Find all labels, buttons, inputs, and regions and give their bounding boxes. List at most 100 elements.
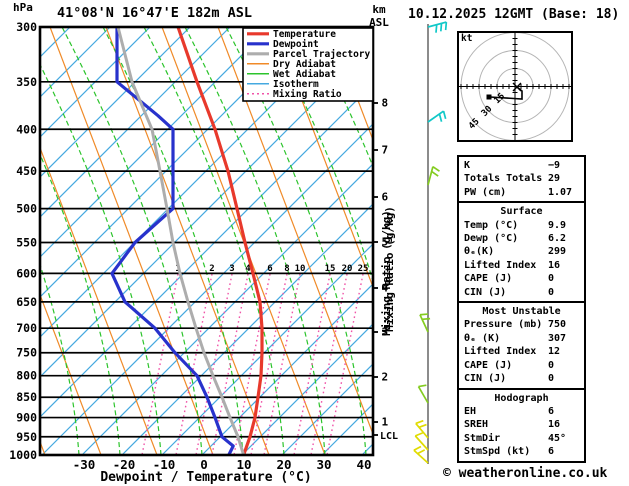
legend-item-label: Wet Adiabat bbox=[273, 69, 336, 80]
km-tick-label: 4 bbox=[382, 282, 389, 295]
legend-item-label: Mixing Ratio bbox=[273, 89, 342, 100]
mixing-axis-label-echo: Mixing Ratio (g/kg) bbox=[383, 206, 396, 332]
mixing-ratio-value-label: 2 bbox=[209, 264, 214, 274]
table-row: CAPE (J) 0 bbox=[459, 272, 584, 285]
hodograph-trace-end-marker bbox=[486, 94, 492, 100]
table-row-label: StmDir bbox=[464, 432, 501, 444]
mixing-ratio-value-label: 4 bbox=[245, 264, 251, 274]
table-row: CIN (J) 0 bbox=[459, 286, 584, 299]
table-row-value: 6 bbox=[548, 446, 555, 458]
pressure-axis-label: 400 bbox=[16, 122, 37, 136]
mixing-ratio-line bbox=[195, 273, 233, 455]
pressure-axis-label: 1000 bbox=[9, 448, 37, 462]
pressure-axis-label: 750 bbox=[16, 346, 37, 360]
km-tick-label: 1 bbox=[382, 416, 389, 429]
km-tick-label: 7 bbox=[382, 144, 389, 157]
mixing-ratio-line bbox=[310, 273, 348, 455]
wind-barb-shaft bbox=[427, 110, 445, 123]
hodograph-unit-label: kt bbox=[461, 33, 472, 44]
pressure-axis-label: 500 bbox=[16, 202, 37, 216]
table-row: θₑ(K) 299 bbox=[459, 245, 584, 258]
wet-adiabat-line bbox=[184, 27, 326, 455]
table-row-label: Totals Totals bbox=[464, 173, 543, 185]
pressure-axis-label: 450 bbox=[16, 164, 37, 178]
wind-barb-feather bbox=[418, 423, 427, 429]
mixing-ratio-line bbox=[293, 273, 331, 455]
mixing-ratio-line bbox=[175, 273, 213, 455]
mixing-ratio-line bbox=[326, 273, 364, 455]
wind-barb-icon bbox=[417, 384, 429, 404]
legend-item-label: Temperature bbox=[273, 29, 336, 40]
table-row: Temp (°C) 9.9 bbox=[459, 219, 584, 232]
table-row-label: EH bbox=[464, 405, 477, 417]
sounding-curves bbox=[110, 27, 264, 455]
wind-barb-shaft bbox=[419, 314, 429, 333]
isotherm-line bbox=[81, 163, 373, 455]
table-section: Most Unstable Pressure (mb) 750 θₑ (K) 307 Li… bbox=[459, 303, 584, 390]
table-row: Totals Totals 29 bbox=[459, 172, 584, 185]
pressure-axis-label: 550 bbox=[16, 235, 37, 249]
lcl-label: LCL bbox=[380, 431, 398, 442]
table-row: Dewp (°C) 6.2 bbox=[459, 232, 584, 245]
table-row-value: −9 bbox=[548, 160, 561, 171]
isotherm-line bbox=[40, 27, 231, 218]
table-row: PW (cm) 1.07 bbox=[459, 186, 584, 199]
pressure-axis-label: 350 bbox=[16, 75, 37, 89]
table-row-label: θₑ(K) bbox=[464, 246, 495, 258]
wind-barb-feather bbox=[444, 22, 448, 31]
x-axis-tick-label: -10 bbox=[153, 457, 176, 472]
wind-barb-icon bbox=[413, 445, 429, 464]
table-row-label: CIN (J) bbox=[464, 286, 507, 298]
mixing-ratio-value-label: 15 bbox=[325, 264, 336, 274]
table-row: θₑ (K) 307 bbox=[459, 332, 584, 345]
table-row-label: CAPE (J) bbox=[464, 359, 513, 371]
table-section: Surface Temp (°C) 9.9 Dewp (°C) 6.2 θₑ(K) 299 L… bbox=[459, 203, 584, 304]
wind-barb-icon bbox=[419, 313, 431, 333]
pressure-axis-label: 950 bbox=[16, 430, 37, 444]
table-row: SREH 16 bbox=[459, 418, 584, 431]
wet-adiabat-line bbox=[40, 63, 162, 455]
dry-adiabat-line bbox=[40, 293, 102, 455]
wind-barb-feather bbox=[414, 432, 424, 437]
wind-barb-feather bbox=[438, 113, 443, 122]
table-row: Lifted Index 12 bbox=[459, 345, 584, 358]
table-row-value: 307 bbox=[548, 332, 567, 344]
km-tick-label: 5 bbox=[382, 236, 389, 249]
pressure-gridlines bbox=[40, 80, 373, 438]
table-row-label: θₑ (K) bbox=[464, 332, 501, 344]
isotherm-line bbox=[40, 27, 311, 298]
table-row-label: Dewp (°C) bbox=[464, 233, 519, 245]
table-row-label: Lifted Index bbox=[464, 346, 537, 358]
table-row-value: 0 bbox=[548, 373, 555, 385]
km-tick-label: 3 bbox=[382, 326, 389, 339]
plot-border bbox=[38, 25, 375, 457]
table-row: Pressure (mb) 750 bbox=[459, 318, 584, 331]
indices-table: K −9 Totals Totals 29 PW (cm) 1.07 Surface Temp… bbox=[457, 155, 586, 463]
mixing-ratio-value-label: 20 bbox=[342, 264, 353, 274]
x-axis-tick-label: 0 bbox=[200, 457, 208, 472]
wind-barb-feather bbox=[442, 110, 447, 120]
x-axis-title: Dewpoint / Temperature (°C) bbox=[100, 470, 311, 485]
wind-barb-feather bbox=[418, 384, 427, 388]
wind-barb-icon bbox=[414, 432, 429, 451]
parcel-trajectory-curve bbox=[116, 27, 246, 455]
pressure-axis-label: 700 bbox=[16, 321, 37, 335]
x-axis-tick-label: 20 bbox=[276, 457, 291, 472]
altitude-axis-unit-asl: ASL bbox=[369, 16, 389, 29]
isotherm-line bbox=[201, 283, 373, 455]
table-row-label: Pressure (mb) bbox=[464, 319, 543, 331]
pressure-axis-label: 900 bbox=[16, 411, 37, 425]
table-section-header: Most Unstable bbox=[482, 306, 561, 318]
hodograph-origin-marker bbox=[512, 82, 522, 92]
dry-adiabat-line bbox=[40, 146, 158, 455]
legend-item-label: Dry Adiabat bbox=[273, 59, 336, 70]
pressure-axis-label: 800 bbox=[16, 369, 37, 383]
wind-barb-shaft bbox=[415, 422, 429, 439]
isotherm-line bbox=[40, 27, 151, 138]
table-row-value: 0 bbox=[548, 273, 555, 285]
wind-barb-shaft bbox=[414, 435, 429, 451]
